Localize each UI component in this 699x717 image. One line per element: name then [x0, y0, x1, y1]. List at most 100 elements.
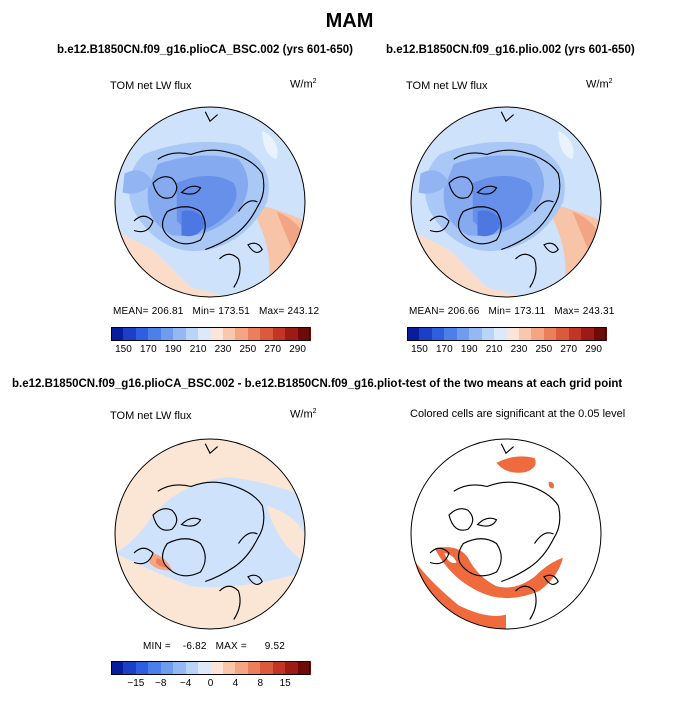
panel3-units: W/m2: [290, 408, 317, 421]
colorbar-segment: [260, 327, 274, 341]
panel4-title: t-test of the two means at each grid poi…: [398, 378, 623, 390]
colorbar-segment: [173, 661, 187, 675]
colorbar-segment: [481, 327, 495, 341]
colorbar-tick-label: 190: [460, 344, 478, 355]
colorbar-segment: [198, 327, 211, 341]
panel2-max: 243.31: [582, 306, 615, 317]
colorbar-segment: [222, 661, 236, 675]
panel2-units: W/m2: [586, 78, 613, 91]
panel3-stats: MIN = -6.82 MAX = 9.52: [143, 641, 285, 652]
panel3-max-label: MAX =: [215, 641, 247, 652]
colorbar-segment: [111, 327, 124, 341]
colorbar-segment: [160, 661, 174, 675]
colorbar-segment: [247, 661, 261, 675]
colorbar-segment: [160, 327, 174, 341]
colorbar-tick-label: 4: [232, 678, 239, 689]
colorbar-segment: [297, 327, 311, 341]
colorbar-segment: [111, 661, 124, 675]
colorbar-segment: [285, 327, 299, 341]
panel3-map: [114, 438, 306, 630]
colorbar-segment: [556, 327, 570, 341]
colorbar-tick-label: −15: [127, 678, 145, 689]
colorbar-tick-label: 210: [189, 344, 207, 355]
panel2-stats: MEAN= 206.66 Min= 173.11 Max= 243.31: [409, 306, 615, 317]
panel2-title: b.e12.B1850CN.f09_g16.plio.002 (yrs 601-…: [386, 44, 635, 56]
colorbar-segment: [431, 327, 445, 341]
colorbar-tick-label: −4: [179, 678, 192, 689]
colorbar-tick-label: 8: [257, 678, 264, 689]
colorbar-segment: [210, 661, 224, 675]
colorbar-tick-label: 190: [164, 344, 182, 355]
colorbar-segment: [568, 327, 582, 341]
colorbar-segment: [198, 661, 211, 675]
colorbar-segment: [494, 327, 507, 341]
colorbar-segment: [123, 661, 137, 675]
colorbar-segment: [235, 327, 249, 341]
colorbar-tick-label: 270: [264, 344, 282, 355]
panel2-min-label: Min=: [488, 306, 512, 317]
colorbar-segment: [518, 327, 532, 341]
panel3-min-label: MIN =: [143, 641, 171, 652]
panel2-map: [410, 106, 602, 298]
colorbar-segment: [247, 327, 261, 341]
panel4-map: [410, 438, 602, 630]
colorbar-segment: [185, 327, 199, 341]
colorbar-segment: [135, 327, 149, 341]
panel1-variable-label: TOM net LW flux: [110, 80, 192, 92]
colorbar-tick-label: 15: [279, 678, 291, 689]
colorbar-tick-label: 230: [510, 344, 528, 355]
colorbar-segment: [222, 327, 236, 341]
colorbar-frame: [407, 327, 606, 341]
colorbar-tick-label: 170: [435, 344, 453, 355]
colorbar-segment: [444, 327, 458, 341]
colorbar-tick-label: 270: [560, 344, 578, 355]
colorbar-segment: [123, 327, 137, 341]
panel1-colorbar: 150 170 190 210 230 250 270 290: [111, 327, 311, 355]
colorbar-segment: [173, 327, 187, 341]
panel3-variable-label: TOM net LW flux: [110, 410, 192, 422]
colorbar-segment: [210, 327, 224, 341]
colorbar-tick-label: 150: [115, 344, 132, 355]
panel1-map: [114, 106, 306, 298]
panel3-title: b.e12.B1850CN.f09_g16.plioCA_BSC.002 - b…: [12, 378, 420, 390]
colorbar-segment: [135, 661, 149, 675]
colorbar-segment: [419, 327, 433, 341]
colorbar-tick-label: 290: [585, 344, 602, 355]
panel1-min: 173.51: [218, 306, 250, 317]
panel1-mean-label: MEAN=: [113, 306, 149, 317]
panel1-units: W/m2: [290, 78, 317, 91]
panel3-max: 9.52: [264, 641, 286, 652]
colorbar-segment: [148, 327, 162, 341]
panel2-mean-label: MEAN=: [409, 306, 445, 317]
panel3-min: -6.82: [182, 641, 207, 652]
colorbar-tick-label: 210: [485, 344, 503, 355]
page-title: MAM: [325, 10, 374, 32]
colorbar-tick-label: −8: [155, 678, 167, 689]
colorbar-segment: [456, 327, 470, 341]
panel3-colorbar: −15 −8 −4 0 4 8 15: [111, 661, 311, 689]
colorbar-tick-label: 0: [207, 678, 214, 689]
colorbar-segment: [272, 661, 286, 675]
colorbar-segment: [185, 661, 199, 675]
colorbar-frame: [111, 327, 310, 341]
panel1-max: 243.12: [287, 306, 320, 317]
colorbar-segment: [506, 327, 520, 341]
panel2-mean: 206.66: [447, 306, 480, 317]
panel4-subtitle: Colored cells are significant at the 0.0…: [410, 408, 626, 420]
colorbar-segment: [235, 661, 249, 675]
panel2-max-label: Max=: [554, 306, 580, 317]
panel1-title: b.e12.B1850CN.f09_g16.plioCA_BSC.002 (yr…: [57, 44, 353, 56]
colorbar-tick-label: 290: [289, 344, 306, 355]
colorbar-segment: [469, 327, 483, 341]
panel2-min: 173.11: [514, 306, 546, 317]
panel1-mean: 206.81: [151, 306, 184, 317]
colorbar-segment: [148, 661, 162, 675]
panel2-colorbar: 150 170 190 210 230 250 270 290: [407, 327, 607, 355]
colorbar-segment: [272, 327, 286, 341]
colorbar-segment: [531, 327, 545, 341]
panel1-stats: MEAN= 206.81 Min= 173.51 Max= 243.12: [113, 306, 319, 317]
panel2-variable-label: TOM net LW flux: [406, 80, 488, 92]
colorbar-segment: [285, 661, 299, 675]
panel1-min-label: Min=: [192, 306, 216, 317]
